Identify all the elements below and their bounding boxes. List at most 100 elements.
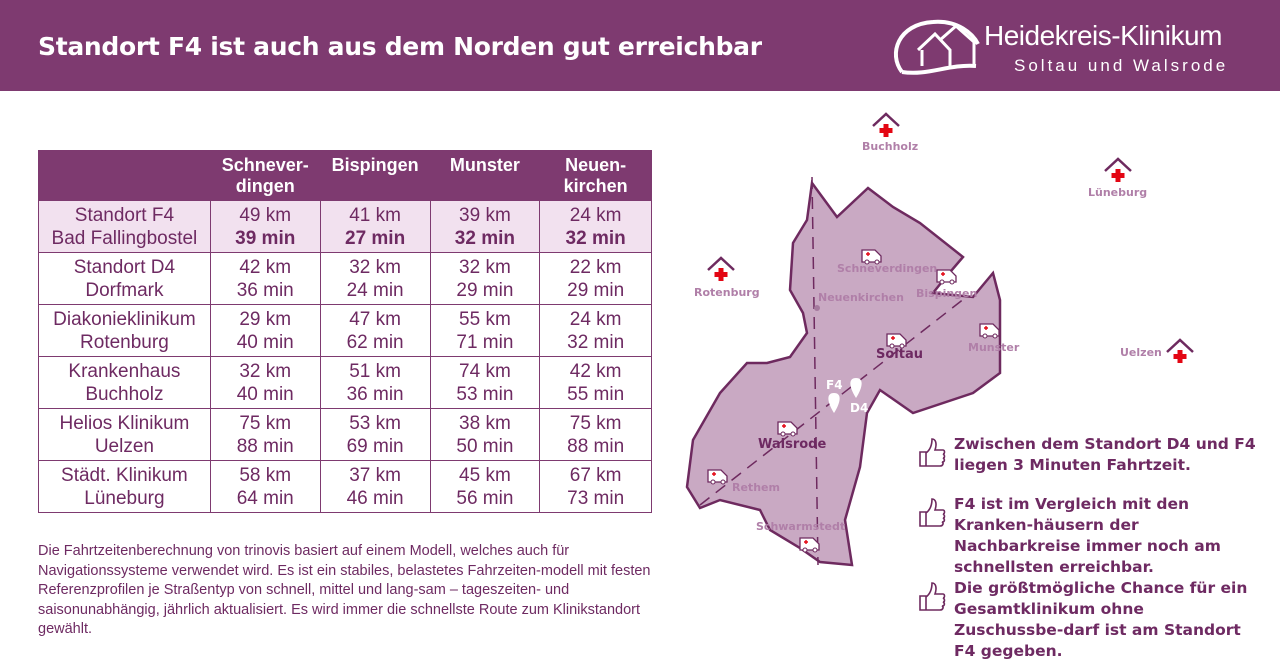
ambulance-icon [936,269,957,285]
travel-time: 73 min [567,487,625,509]
distance-cell: 32 km 24 min [319,252,431,305]
logo-houses-icon [893,19,980,75]
table-row: Standort F4 Bad Fallingbostel 49 km 39 min 4… [38,200,652,253]
ambulance-icon [777,421,798,437]
distance: 39 km [459,204,511,226]
town-label: Walsrode [758,437,827,452]
distance: 53 km [349,412,401,434]
pin-icon [828,378,862,413]
distance-cell: 39 km 32 min [429,200,541,253]
benefit-item: Die größtmögliche Chance für ein Gesamtk… [916,578,1256,662]
logo: Heidekreis-Klinikum Soltau und Walsrode [888,14,1268,80]
hospital-label: Rotenburg [694,286,760,299]
distance-cell: 42 km 36 min [209,252,321,305]
travel-time: 62 min [346,331,404,353]
travel-time: 32 min [565,227,626,249]
distance: 58 km [239,464,292,486]
distance-cell: 37 km 46 min [319,460,431,513]
table-row: Krankenhaus Buchholz 32 km 40 min 51 km 36 mi… [38,356,652,409]
table-row: Standort D4 Dorfmark 42 km 36 min 32 km 24 mi… [38,252,652,305]
distance-cell: 51 km 36 min [319,356,431,409]
distance: 67 km [569,464,622,486]
distance-cell: 45 km 56 min [429,460,541,513]
benefit-text: Zwischen dem Standort D4 und F4 liegen 3… [954,435,1256,474]
hospital-cell: Krankenhaus Buchholz [38,356,211,409]
page-title: Standort F4 ist auch aus dem Norden gut … [38,32,762,61]
town-label: Munster [968,341,1020,354]
hospital-label: Uelzen [1120,346,1162,359]
travel-time: 46 min [346,487,404,509]
distance: 42 km [569,360,622,382]
distance: 47 km [349,308,401,330]
travel-time: 24 min [346,279,404,301]
pin-label-d4: D4 [850,401,869,415]
travel-time: 88 min [236,435,294,457]
hospital-cell: Helios Klinikum Uelzen [38,408,211,461]
header-bar: Standort F4 ist auch aus dem Norden gut … [0,0,1280,91]
ambulance-icon [707,469,728,485]
travel-time: 53 min [456,383,514,405]
town-label: Schwarmstedt [756,520,846,533]
travel-time: 69 min [346,435,404,457]
distance: 45 km [459,464,511,486]
distance: 75 km [569,412,622,434]
benefit-text: F4 ist im Vergleich mit den Kranken-häus… [954,495,1221,576]
distance-cell: 58 km 64 min [209,460,321,513]
travel-time: 88 min [567,435,625,457]
hospital-place: Lüneburg [84,487,165,509]
distance: 24 km [569,204,622,226]
hospital-cell: Diakonieklinikum Rotenburg [38,304,211,357]
hospital-place: Dorfmark [85,279,164,301]
column-header: Schnever- dingen [209,150,321,201]
ambulance-icon [886,333,907,349]
benefit-item: F4 ist im Vergleich mit den Kranken-häus… [916,494,1256,578]
travel-time: 71 min [456,331,514,353]
distance-cell: 32 km 40 min [209,356,321,409]
travel-time: 56 min [456,487,514,509]
hospital-name: Standort D4 [73,256,176,278]
hospital-label: Lüneburg [1088,186,1148,199]
hospital-place: Buchholz [85,383,164,405]
ambulance-icon [799,537,820,553]
distance: 49 km [239,204,292,226]
distance: 75 km [239,412,292,434]
town-label: Bispingen [916,287,978,300]
distance: 29 km [239,308,292,330]
hospital-name: Helios Klinikum [59,412,190,434]
travel-time: 39 min [235,227,296,249]
hospital-name: Standort F4 [74,204,175,226]
column-header: Neuen- kirchen [539,150,652,201]
distance: 55 km [459,308,511,330]
hospital-place: Rotenburg [80,331,169,353]
distance: 32 km [239,360,292,382]
travel-time: 27 min [345,227,406,249]
distance-cell: 24 km 32 min [539,200,652,253]
distance: 32 km [459,256,511,278]
travel-time: 50 min [456,435,514,457]
hospital-place: Uelzen [94,435,154,457]
hospital-cell: Standort D4 Dorfmark [38,252,211,305]
distance: 74 km [459,360,511,382]
benefit-item: Zwischen dem Standort D4 und F4 liegen 3… [916,434,1256,476]
column-header: Munster [429,150,541,201]
travel-time: 29 min [567,279,625,301]
hospital-name: Diakonieklinikum [53,308,196,330]
distance-cell: 47 km 62 min [319,304,431,357]
table-header-row: Schnever- dingen Bispingen Munster Neuen- k… [38,150,652,201]
distance: 41 km [349,204,401,226]
table-row: Helios Klinikum Uelzen 75 km 88 min 53 km 69 … [38,408,652,461]
thumbs-up-icon [919,582,946,611]
distance-cell: 32 km 29 min [429,252,541,305]
footnote: Die Fahrtzeitenberechnung von trinovis b… [38,543,651,637]
travel-time: 36 min [236,279,294,301]
neuenkirchen-dot [814,305,820,311]
pin-label-f4: F4 [826,378,843,392]
thumbs-up-icon [919,438,946,467]
distance: 24 km [569,308,622,330]
hospital-icon [1104,157,1132,182]
distance-cell: 67 km 73 min [539,460,652,513]
distance: 51 km [349,360,401,382]
travel-time-table: Schnever- dingen Bispingen Munster Neuen- k… [38,150,652,513]
thumbs-up-icon [919,498,946,527]
